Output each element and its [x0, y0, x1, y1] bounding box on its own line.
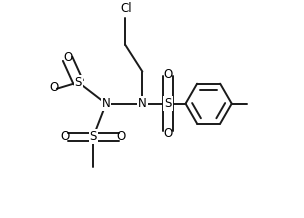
Text: O: O: [164, 68, 173, 81]
Text: S: S: [74, 76, 82, 89]
Text: O: O: [60, 130, 70, 143]
Text: N: N: [138, 97, 147, 110]
Text: O: O: [117, 130, 126, 143]
Text: O: O: [49, 81, 58, 94]
Text: S: S: [90, 130, 97, 143]
Text: O: O: [164, 127, 173, 140]
Text: O: O: [63, 51, 72, 64]
Text: N: N: [102, 97, 110, 110]
Text: S: S: [164, 97, 172, 110]
Text: Cl: Cl: [121, 2, 132, 15]
